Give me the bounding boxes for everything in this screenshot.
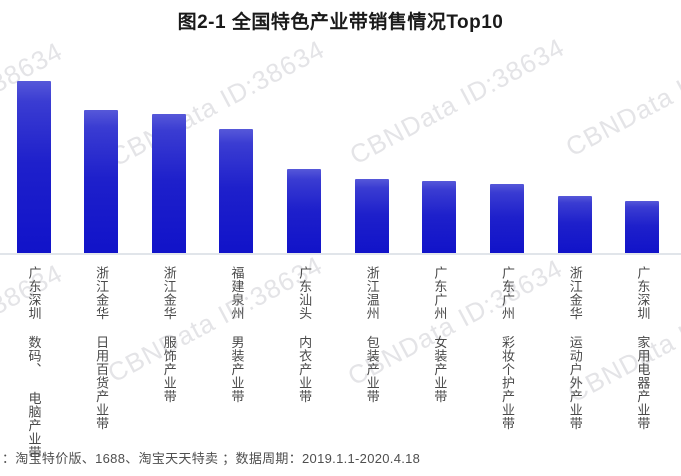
bar-label: 广东深圳 家用电器产业带: [635, 266, 651, 430]
bar-label: 广东深圳 数码、 电脑产业带: [26, 266, 42, 459]
bar: [490, 184, 525, 253]
bar-label: 福建泉州 男装产业带: [229, 266, 245, 403]
bar-label: 广东汕头 内衣产业带: [297, 266, 313, 403]
bar-label: 广东广州 彩妆个护产业带: [500, 266, 516, 430]
data-source-note: ：淘宝特价版、1688、淘宝天天特卖 ；数据周期：2019.1.1-2020.4…: [2, 451, 421, 466]
chart-title: 图2-1 全国特色产业带销售情况Top10: [177, 12, 504, 33]
bar-label: 广东广州 女装产业带: [432, 266, 448, 403]
bar: [557, 196, 592, 253]
x-axis-line: [0, 253, 681, 255]
bar: [151, 114, 186, 253]
bar-label: 浙江温州 包装产业带: [364, 266, 380, 403]
bar: [219, 129, 254, 253]
bar: [422, 181, 457, 253]
bar-label: 浙江金华 日用百货产业带: [94, 266, 110, 430]
bar: [625, 201, 660, 253]
bar: [84, 110, 119, 253]
bar-label: 浙江金华 服饰产业带: [161, 266, 177, 403]
bar: [354, 179, 389, 253]
bar: [287, 169, 322, 253]
bar-label: 浙江金华 运动户外产业带: [567, 266, 583, 430]
bar: [16, 81, 51, 253]
